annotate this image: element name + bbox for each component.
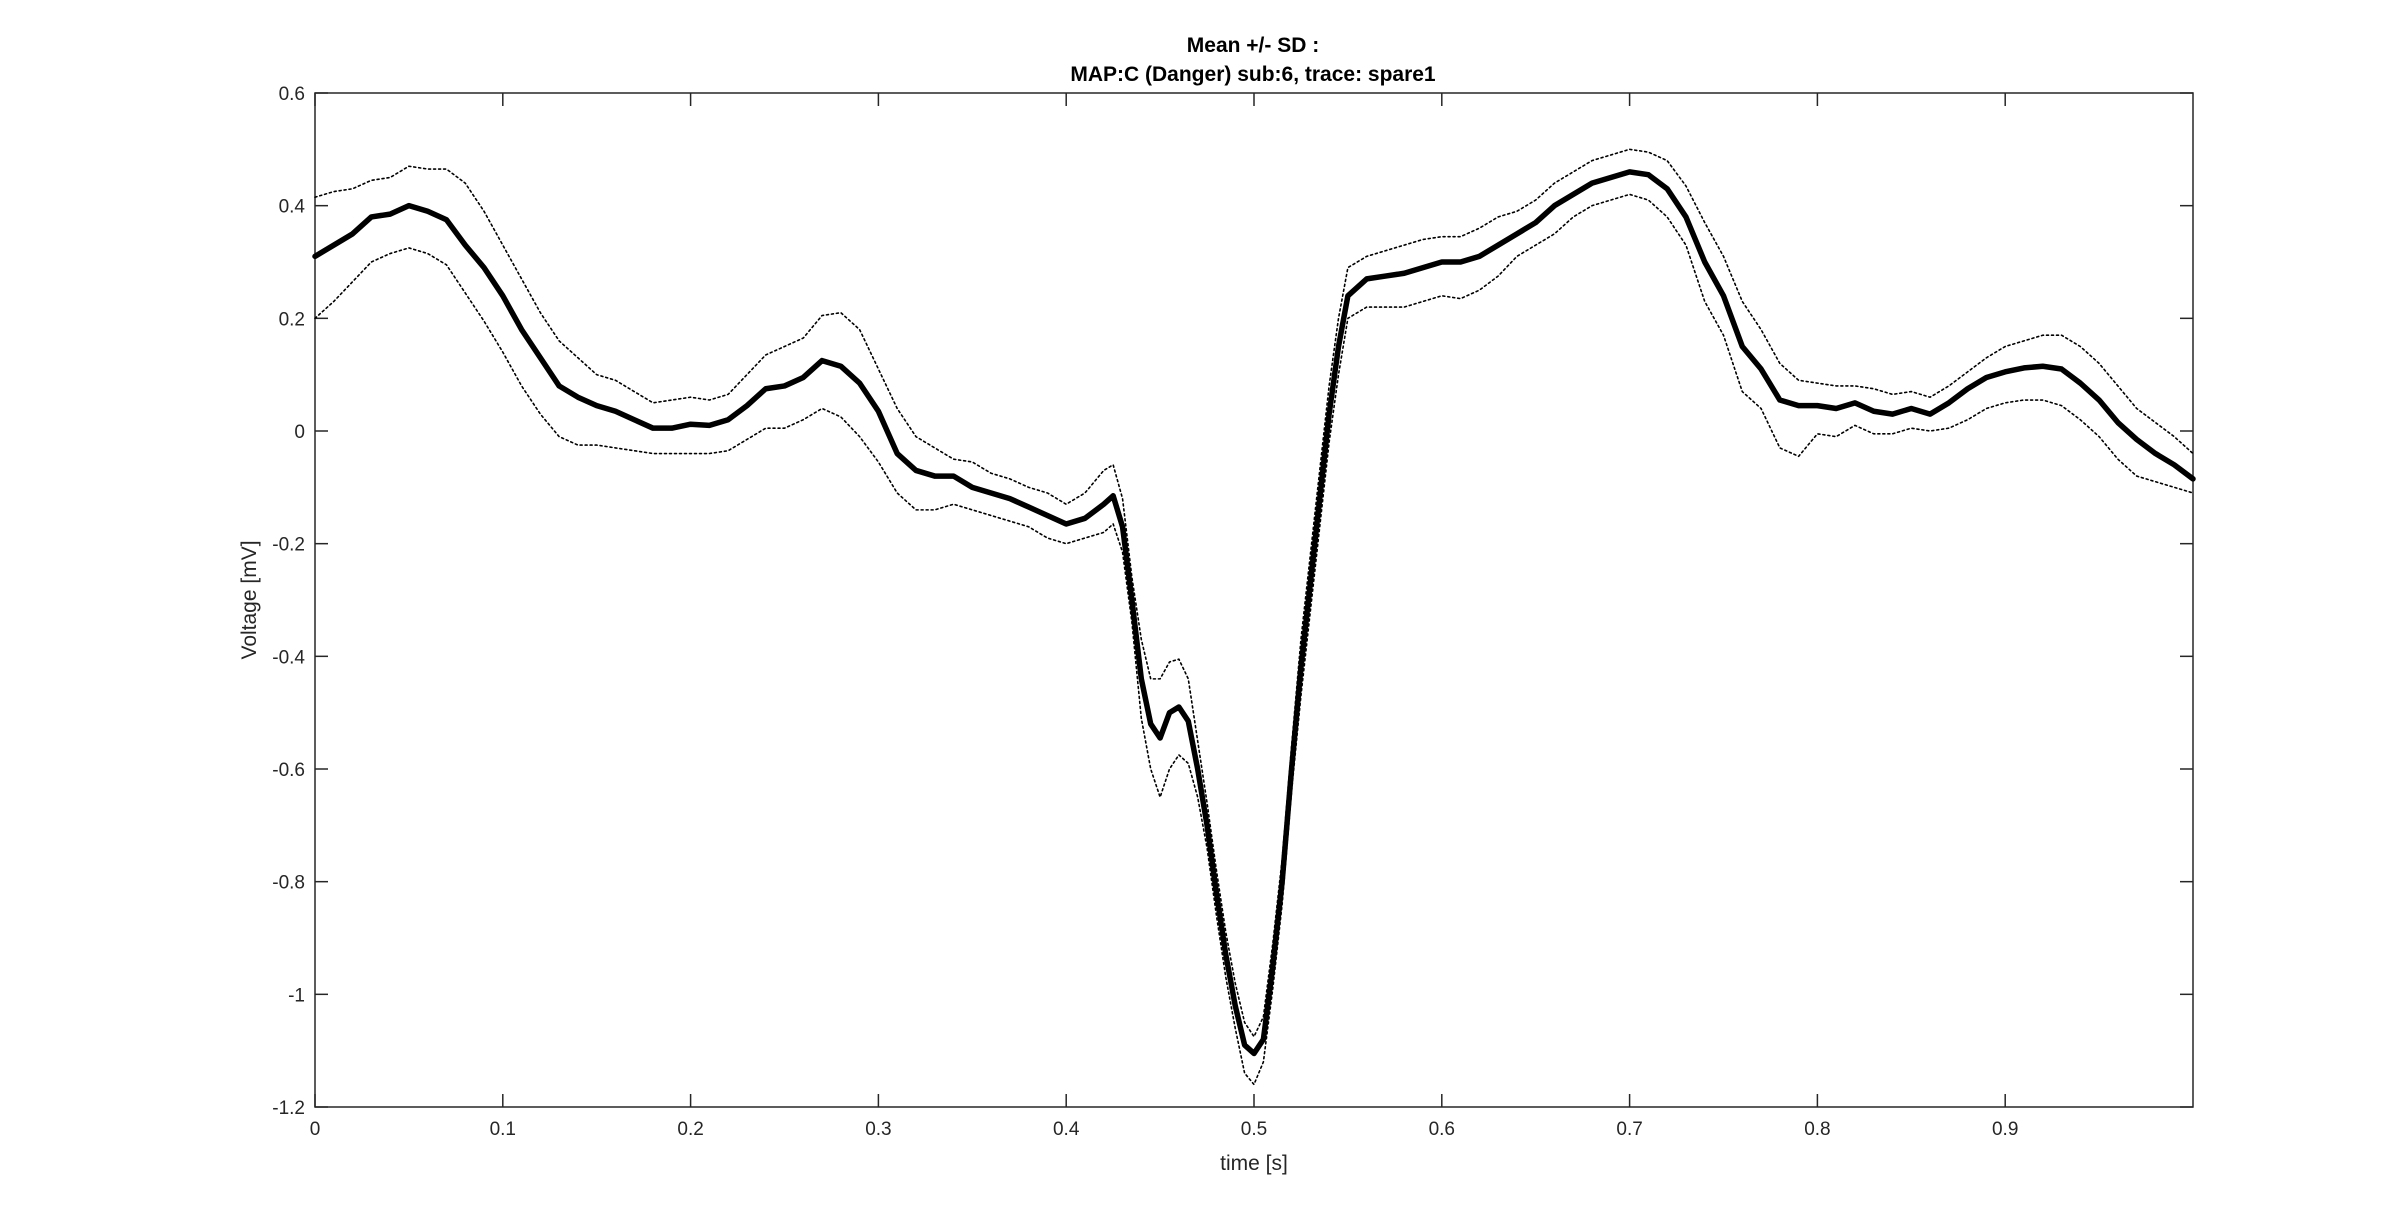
y-axis-label: Voltage [mV] xyxy=(238,540,261,659)
x-tick-label: 0 xyxy=(310,1119,321,1140)
series-upper-sd-line xyxy=(314,148,2194,1038)
x-tick-label: 0.3 xyxy=(865,1119,891,1140)
series-mean-line xyxy=(312,169,2196,1057)
y-tick-label: 0 xyxy=(294,422,305,443)
y-tick-label: 0.2 xyxy=(279,309,305,330)
chart-title-line2: MAP:C (Danger) sub:6, trace: spare1 xyxy=(1070,63,1436,86)
chart-title-line1: Mean +/- SD : xyxy=(1187,34,1319,57)
x-tick-label: 0.6 xyxy=(1429,1119,1455,1140)
series-lower-sd-line xyxy=(314,193,2194,1086)
y-tick-label: -1 xyxy=(288,985,305,1006)
series-group xyxy=(312,148,2196,1086)
x-tick-label: 0.5 xyxy=(1241,1119,1267,1140)
x-tick-label: 0.1 xyxy=(490,1119,516,1140)
y-tick-label: -0.2 xyxy=(272,535,305,556)
y-tick-label: 0.6 xyxy=(279,84,305,105)
x-tick-label: 0.8 xyxy=(1804,1119,1830,1140)
y-tick-label: -1.2 xyxy=(272,1098,305,1119)
axes-box xyxy=(314,92,2194,1108)
x-axis-label: time [s] xyxy=(1220,1152,1288,1175)
y-tick-label: 0.4 xyxy=(279,197,306,218)
x-tick-label: 0.7 xyxy=(1616,1119,1642,1140)
plot-area xyxy=(312,92,2196,1108)
x-tick-label: 0.2 xyxy=(677,1119,703,1140)
y-tick-labels: -1.2 -1 -0.8 -0.6 -0.4 -0.2 0 0.2 0.4 0.6 xyxy=(272,84,305,1119)
x-tick-label: 0.9 xyxy=(1992,1119,2018,1140)
x-tick-label: 0.4 xyxy=(1053,1119,1080,1140)
x-tick-labels: 0 0.1 0.2 0.3 0.4 0.5 0.6 0.7 0.8 0.9 xyxy=(310,1119,2019,1140)
y-tick-label: -0.8 xyxy=(272,873,305,894)
tick-marks xyxy=(314,92,2193,1108)
y-tick-label: -0.6 xyxy=(272,760,305,781)
y-tick-label: -0.4 xyxy=(272,647,305,668)
